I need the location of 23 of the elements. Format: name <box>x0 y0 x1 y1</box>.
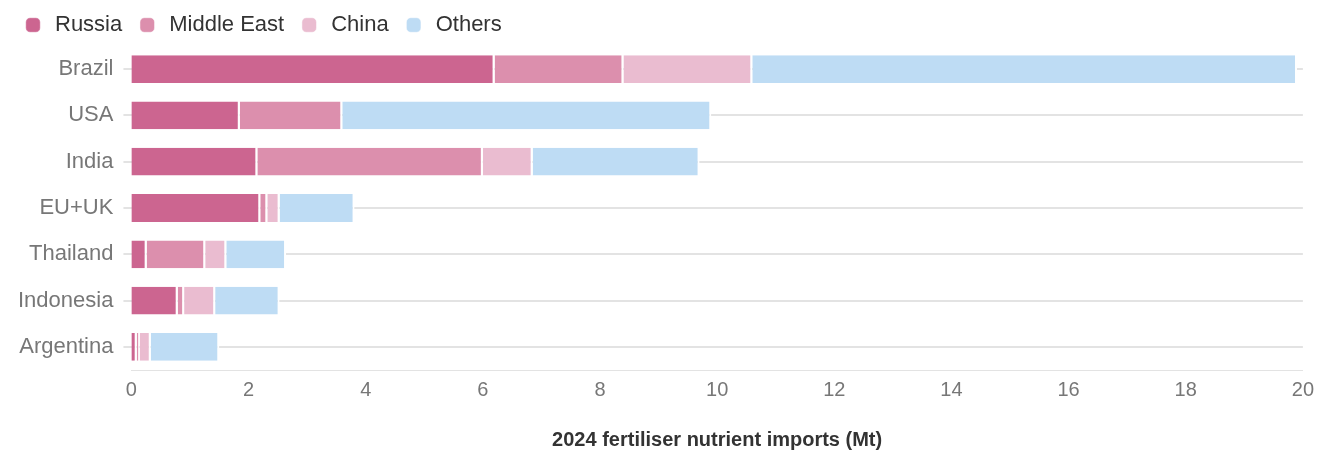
x-tick-label: 4 <box>360 377 372 400</box>
x-tick-label: 10 <box>706 377 729 400</box>
y-tick-label: Thailand <box>29 240 114 266</box>
x-tick-label: 0 <box>125 377 137 400</box>
y-tick-label: EU+UK <box>39 194 114 220</box>
x-tick-label: 12 <box>823 377 846 400</box>
x-tick-label: 2 <box>243 377 255 400</box>
x-axis-title: 2024 fertiliser nutrient imports (Mt) <box>552 427 883 450</box>
legend-label: China <box>331 11 390 37</box>
x-tick-label: 14 <box>940 377 963 400</box>
x-tick-label: 20 <box>1291 377 1314 400</box>
legend-label: Middle East <box>169 11 285 37</box>
x-tick-label: 18 <box>1174 377 1197 400</box>
y-tick-label: Argentina <box>19 332 115 358</box>
legend-label: Others <box>435 11 502 37</box>
x-tick-label: 16 <box>1057 377 1080 400</box>
y-tick-label: Brazil <box>58 55 114 81</box>
y-tick-label: Indonesia <box>17 286 115 312</box>
x-tick-label: 6 <box>477 377 489 400</box>
y-tick-label: USA <box>68 101 114 127</box>
legend-label: Russia <box>55 11 124 37</box>
x-tick-label: 8 <box>594 377 606 400</box>
y-tick-label: India <box>65 147 115 173</box>
